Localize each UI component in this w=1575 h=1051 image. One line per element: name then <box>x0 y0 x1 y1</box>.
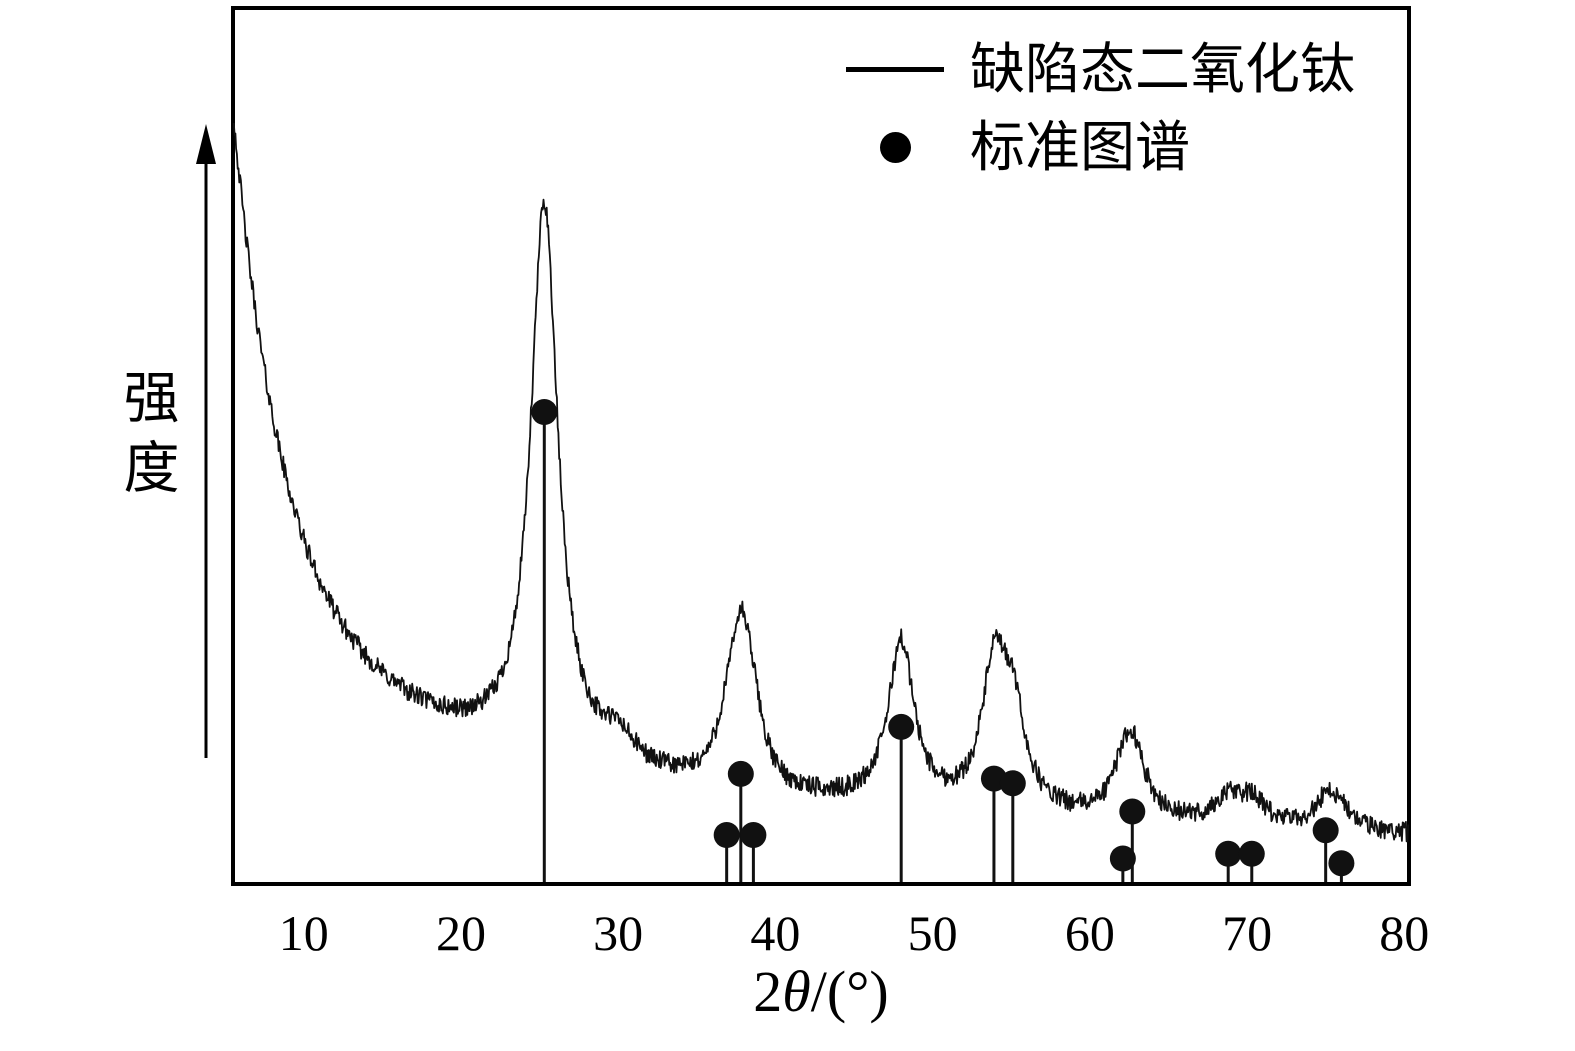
x-tick-label: 50 <box>908 905 958 961</box>
standard-peak-marker <box>999 770 1026 797</box>
y-axis-arrow-head <box>196 124 216 164</box>
x-tick-label: 10 <box>279 905 329 961</box>
standard-peak-marker <box>1109 845 1136 872</box>
x-axis-label-theta: θ <box>782 959 811 1024</box>
standard-peak-marker <box>531 399 558 425</box>
x-tick-label: 40 <box>750 905 800 961</box>
legend: 缺陷态二氧化钛 标准图谱 <box>846 32 1355 184</box>
y-axis-label: 强度 <box>114 368 179 508</box>
standard-peak-marker <box>1119 798 1146 825</box>
x-tick-label: 80 <box>1379 905 1429 961</box>
standard-peak-marker <box>740 822 767 848</box>
dot-swatch-icon <box>879 131 911 163</box>
plot-frame <box>231 6 1411 886</box>
standard-peak-marker <box>1328 850 1355 877</box>
line-swatch-icon <box>846 66 944 72</box>
x-tick-label: 70 <box>1222 905 1272 961</box>
x-tick-label: 60 <box>1065 905 1115 961</box>
standard-peak-marker <box>1238 840 1265 867</box>
standard-peak-marker <box>713 822 740 848</box>
x-tick-label: 30 <box>593 905 643 961</box>
legend-line-sample <box>846 66 944 72</box>
legend-dot-sample <box>846 131 944 163</box>
legend-item-sample-trace: 缺陷态二氧化钛 <box>846 32 1355 106</box>
standard-peak-marker <box>1215 840 1242 867</box>
standard-peak-marker <box>727 760 754 787</box>
standard-peak-marker <box>1312 817 1339 844</box>
legend-label-standard-pattern: 标准图谱 <box>970 114 1191 179</box>
x-axis-label-prefix: 2 <box>753 959 783 1024</box>
standard-peak-marker <box>888 713 915 740</box>
x-axis-label-suffix: /(°) <box>810 959 889 1024</box>
sample-trace-line <box>232 123 1410 843</box>
x-axis-label: 2θ/(°) <box>233 960 1409 1024</box>
x-tick-label: 20 <box>436 905 486 961</box>
legend-label-sample-trace: 缺陷态二氧化钛 <box>970 36 1356 101</box>
legend-item-standard-pattern: 标准图谱 <box>846 110 1355 184</box>
